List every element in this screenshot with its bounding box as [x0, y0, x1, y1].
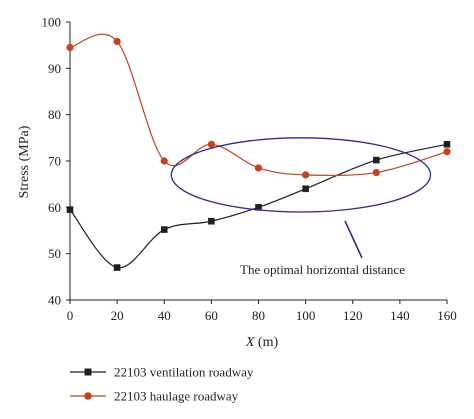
data-point [373, 156, 380, 164]
x-tick-label: 100 [296, 308, 316, 323]
data-point [302, 171, 310, 179]
x-axis-variable: X [245, 335, 255, 350]
y-axis-ticks: 40 50 60 70 80 90 100 [42, 15, 70, 308]
legend-marker-haulage [84, 392, 92, 400]
legend-item-ventilation: 22103 ventilation roadway [70, 365, 254, 380]
y-axis-label: Stress (MPa) [17, 125, 32, 198]
data-point [255, 204, 262, 211]
x-axis-ticks: 0 20 40 60 80 100 120 140 160 [67, 300, 457, 323]
annotation-ellipse [170, 137, 432, 213]
annotation: The optimal horizontal distance [170, 137, 432, 277]
data-point [443, 141, 451, 148]
data-point [207, 140, 215, 148]
legend-label-ventilation: 22103 ventilation roadway [114, 365, 254, 380]
data-point [66, 43, 74, 52]
y-tick-label: 80 [48, 107, 61, 122]
axes [69, 22, 447, 301]
x-tick-label: 20 [111, 308, 124, 323]
data-point [208, 217, 215, 225]
x-tick-label: 160 [437, 308, 457, 323]
series-ventilation [66, 141, 451, 271]
legend: 22103 ventilation roadway 22103 haulage … [70, 365, 254, 404]
y-tick-label: 90 [48, 61, 61, 76]
legend-label-haulage: 22103 haulage roadway [114, 389, 239, 404]
x-axis-unit: (m) [254, 335, 278, 350]
data-point [302, 185, 309, 193]
y-tick-label: 60 [48, 200, 61, 215]
x-tick-label: 60 [205, 308, 218, 323]
annotation-text: The optimal horizontal distance [240, 262, 405, 277]
x-tick-label: 0 [67, 308, 74, 323]
data-point [372, 168, 380, 177]
series-haulage [66, 33, 451, 179]
data-point [113, 264, 121, 271]
data-point [66, 206, 74, 213]
x-tick-label: 120 [343, 308, 363, 323]
annotation-pointer [344, 220, 363, 259]
data-point [160, 226, 168, 233]
legend-item-haulage: 22103 haulage roadway [70, 389, 239, 404]
x-tick-label: 80 [252, 308, 265, 323]
y-tick-label: 50 [48, 246, 61, 261]
data-point [160, 157, 168, 165]
series-line [69, 33, 448, 177]
y-tick-label: 100 [42, 15, 62, 30]
x-tick-label: 40 [158, 308, 171, 323]
data-point [113, 37, 121, 46]
x-axis-label: X (m) [245, 335, 279, 350]
x-tick-label: 140 [390, 308, 410, 323]
legend-marker-ventilation [84, 368, 92, 376]
data-point [443, 148, 451, 156]
y-tick-label: 40 [48, 293, 61, 308]
series-layer [66, 33, 451, 271]
y-tick-label: 70 [48, 154, 61, 169]
data-point [254, 164, 263, 172]
